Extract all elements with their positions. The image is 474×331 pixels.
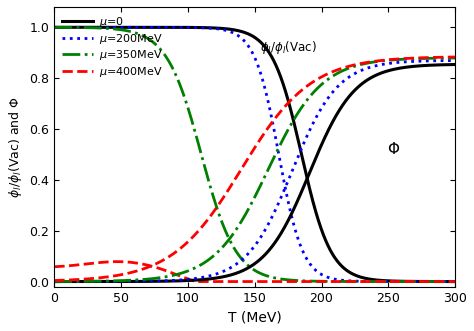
Legend: $\mu$=0, $\mu$=200MeV, $\mu$=350MeV, $\mu$=400MeV: $\mu$=0, $\mu$=200MeV, $\mu$=350MeV, $\m…	[60, 13, 165, 81]
X-axis label: T (MeV): T (MeV)	[228, 310, 282, 324]
Text: $\Phi$: $\Phi$	[387, 141, 400, 158]
Text: $\phi_l/\phi_l$(Vac): $\phi_l/\phi_l$(Vac)	[260, 39, 317, 57]
Y-axis label: $\phi_l/\phi_l$(Vac) and $\Phi$: $\phi_l/\phi_l$(Vac) and $\Phi$	[7, 96, 24, 198]
